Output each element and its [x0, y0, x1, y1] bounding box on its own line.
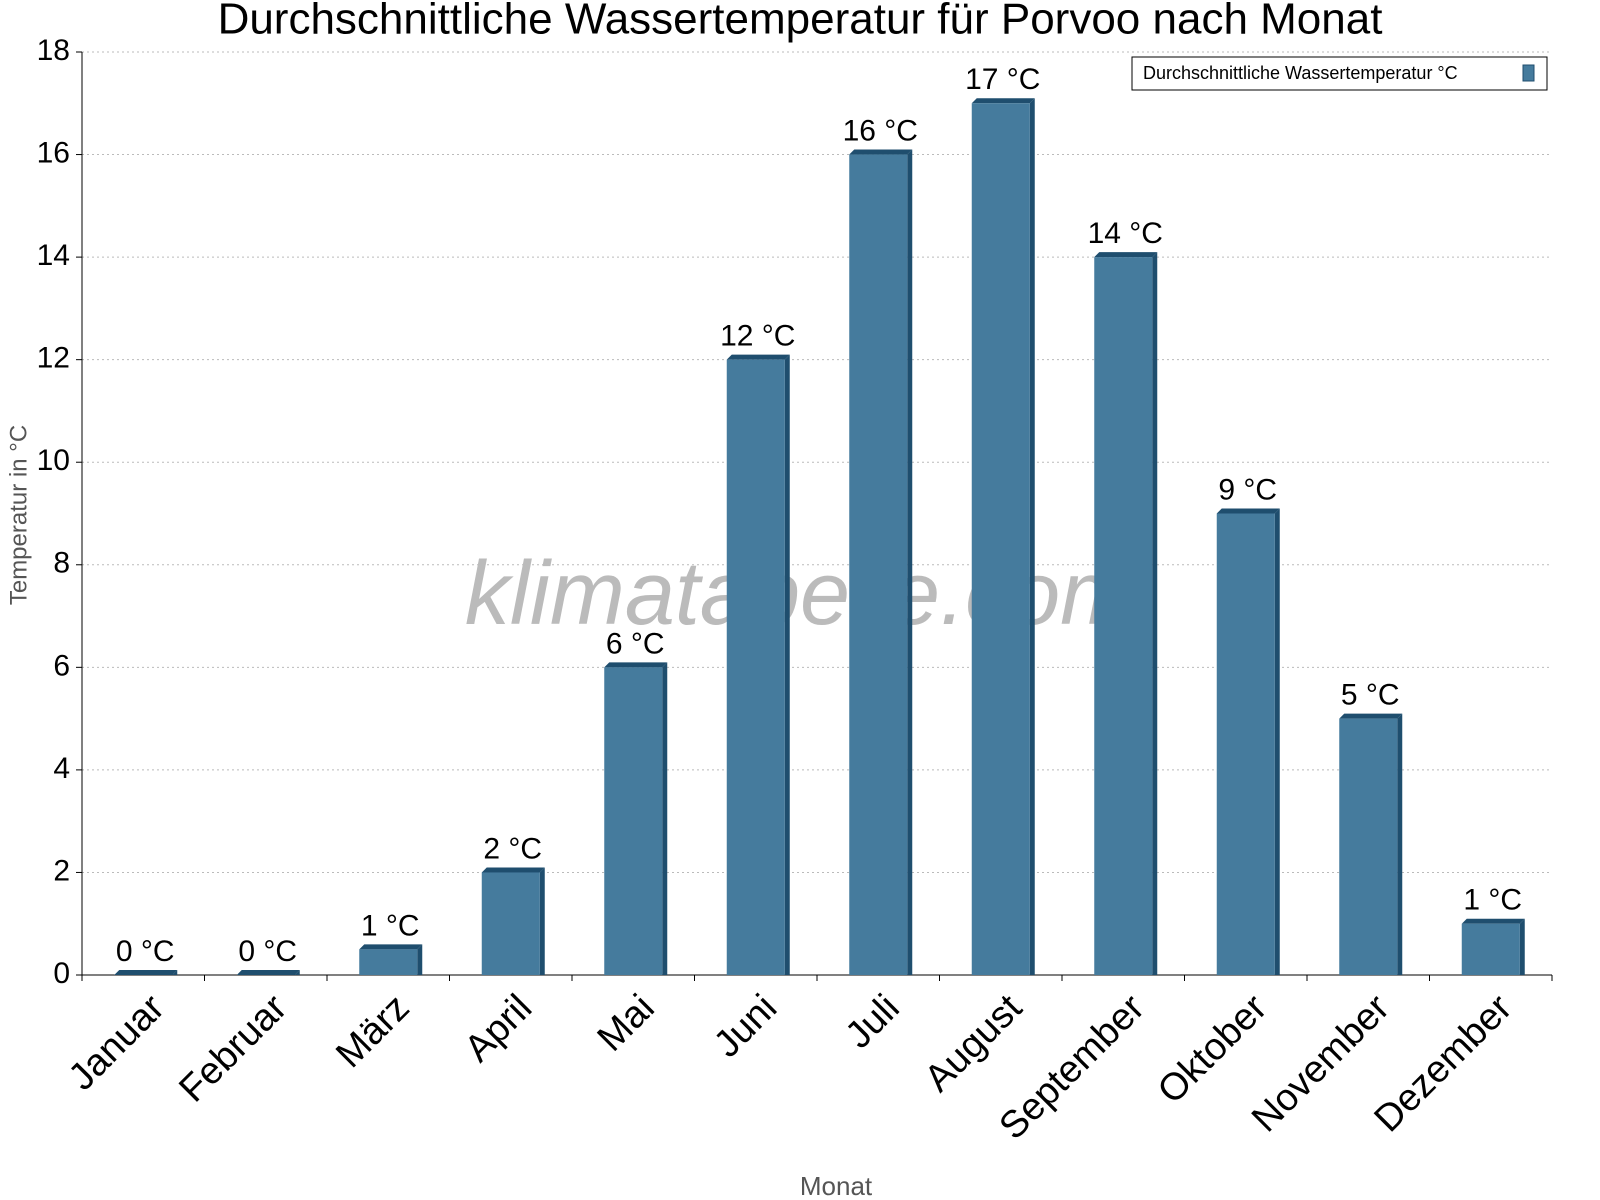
data-label: 9 °C	[1218, 473, 1277, 506]
bar	[971, 103, 1030, 976]
legend-label: Durchschnittliche Wassertemperatur °C	[1143, 63, 1458, 83]
data-label: 6 °C	[606, 627, 665, 660]
bar-side	[1152, 252, 1158, 976]
bar-top	[1094, 252, 1158, 258]
bar	[604, 667, 663, 975]
bar	[726, 359, 785, 976]
data-label: 12 °C	[720, 320, 795, 353]
bar	[481, 872, 540, 975]
chart-title: Durchschnittliche Wassertemperatur für P…	[218, 0, 1383, 44]
bar-top	[971, 98, 1035, 104]
bar-top	[114, 970, 178, 975]
x-axis-label: Monat	[800, 1171, 873, 1200]
bar	[1461, 923, 1520, 975]
legend-box	[1131, 56, 1548, 91]
bar-top	[1461, 918, 1525, 924]
bar-side	[662, 662, 668, 975]
bar-side	[1519, 918, 1525, 975]
data-label: 17 °C	[965, 63, 1040, 96]
bar-side	[907, 149, 913, 976]
y-tick-label: 18	[37, 34, 70, 67]
bar-side	[1274, 508, 1280, 975]
y-tick-label: 10	[37, 444, 70, 477]
bar-top	[1216, 508, 1280, 514]
data-label: 5 °C	[1341, 679, 1400, 712]
data-label: 14 °C	[1088, 217, 1163, 250]
bar-top	[849, 149, 913, 155]
bar-top	[604, 662, 668, 668]
y-axis-label: Temperatur in °C	[5, 425, 32, 605]
data-label: 16 °C	[843, 114, 918, 147]
bar	[1094, 257, 1153, 976]
bar	[1339, 718, 1398, 975]
y-tick-label: 16	[37, 136, 70, 169]
bar	[849, 154, 908, 976]
bar	[359, 949, 418, 975]
bar-side	[539, 867, 545, 975]
y-tick-label: 12	[37, 342, 70, 375]
y-tick-label: 4	[53, 752, 70, 785]
bar-top	[359, 944, 423, 950]
bar-top	[1339, 713, 1403, 719]
bar-top	[236, 970, 300, 975]
legend-swatch	[1522, 64, 1535, 82]
y-tick-label: 6	[53, 649, 70, 682]
y-tick-label: 14	[37, 239, 70, 272]
data-label: 0 °C	[116, 935, 175, 968]
y-tick-label: 0	[53, 957, 70, 990]
bar-side	[1397, 713, 1403, 975]
bar-side	[784, 354, 790, 976]
bar-top	[726, 354, 790, 360]
y-tick-label: 8	[53, 547, 70, 580]
data-label: 2 °C	[483, 832, 542, 865]
bar-top	[481, 867, 545, 873]
data-label: 1 °C	[361, 909, 420, 942]
data-label: 0 °C	[238, 935, 297, 968]
bar	[1216, 513, 1275, 975]
data-label: 1 °C	[1463, 884, 1522, 917]
bar-side	[1029, 98, 1035, 976]
bar-side	[417, 944, 423, 975]
y-tick-label: 2	[53, 854, 70, 887]
